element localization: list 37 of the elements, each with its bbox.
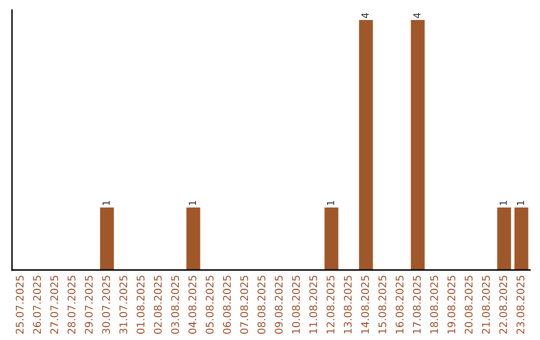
data-label: 1 bbox=[516, 200, 524, 206]
data-label: 1 bbox=[188, 200, 196, 206]
x-tick-label: 21.08.2025 bbox=[482, 276, 490, 334]
x-tick-label: 25.07.2025 bbox=[16, 276, 24, 334]
x-tick-label: 02.08.2025 bbox=[154, 276, 162, 334]
x-tick-label: 29.07.2025 bbox=[84, 276, 93, 334]
x-tick-label: 10.08.2025 bbox=[292, 276, 300, 334]
x-tick-label: 06.08.2025 bbox=[222, 276, 231, 334]
x-tick-label: 09.08.2025 bbox=[274, 276, 283, 334]
x-tick-label: 12.08.2025 bbox=[326, 276, 334, 334]
x-tick-label: 13.08.2025 bbox=[344, 276, 352, 334]
x-tick-label: 27.07.2025 bbox=[50, 276, 58, 334]
x-tick-label: 23.08.2025 bbox=[516, 276, 524, 334]
x-tick-label: 31.07.2025 bbox=[119, 276, 128, 334]
x-tick-label: 11.08.2025 bbox=[309, 276, 318, 334]
x-tick-label: 16.08.2025 bbox=[396, 276, 404, 334]
x-tick-label: 19.08.2025 bbox=[447, 276, 456, 334]
x-tick-label: 15.08.2025 bbox=[378, 276, 386, 334]
x-tick-label: 04.08.2025 bbox=[188, 276, 196, 334]
x-tick-label: 30.07.2025 bbox=[102, 276, 110, 334]
x-tick-label: 07.08.2025 bbox=[240, 276, 248, 334]
data-label: 4 bbox=[362, 12, 369, 18]
x-tick-label: 26.07.2025 bbox=[33, 276, 41, 334]
data-label: 4 bbox=[413, 12, 420, 18]
x-tick-label: 20.08.2025 bbox=[464, 276, 473, 334]
data-label: 1 bbox=[500, 200, 507, 206]
x-tick-label: 28.07.2025 bbox=[68, 276, 76, 334]
x-tick-label: 08.08.2025 bbox=[258, 276, 266, 334]
x-tick-label: 22.08.2025 bbox=[499, 276, 508, 334]
x-tick-label: 03.08.2025 bbox=[171, 276, 180, 334]
data-label: 1 bbox=[102, 200, 110, 206]
x-tick-label: 17.08.2025 bbox=[412, 276, 421, 334]
data-label: 1 bbox=[327, 200, 334, 206]
x-tick-label: 01.08.2025 bbox=[136, 276, 145, 334]
x-tick-label: 18.08.2025 bbox=[430, 276, 438, 334]
x-tick-label: 14.08.2025 bbox=[361, 276, 369, 334]
x-tick-label: 05.08.2025 bbox=[206, 276, 214, 334]
